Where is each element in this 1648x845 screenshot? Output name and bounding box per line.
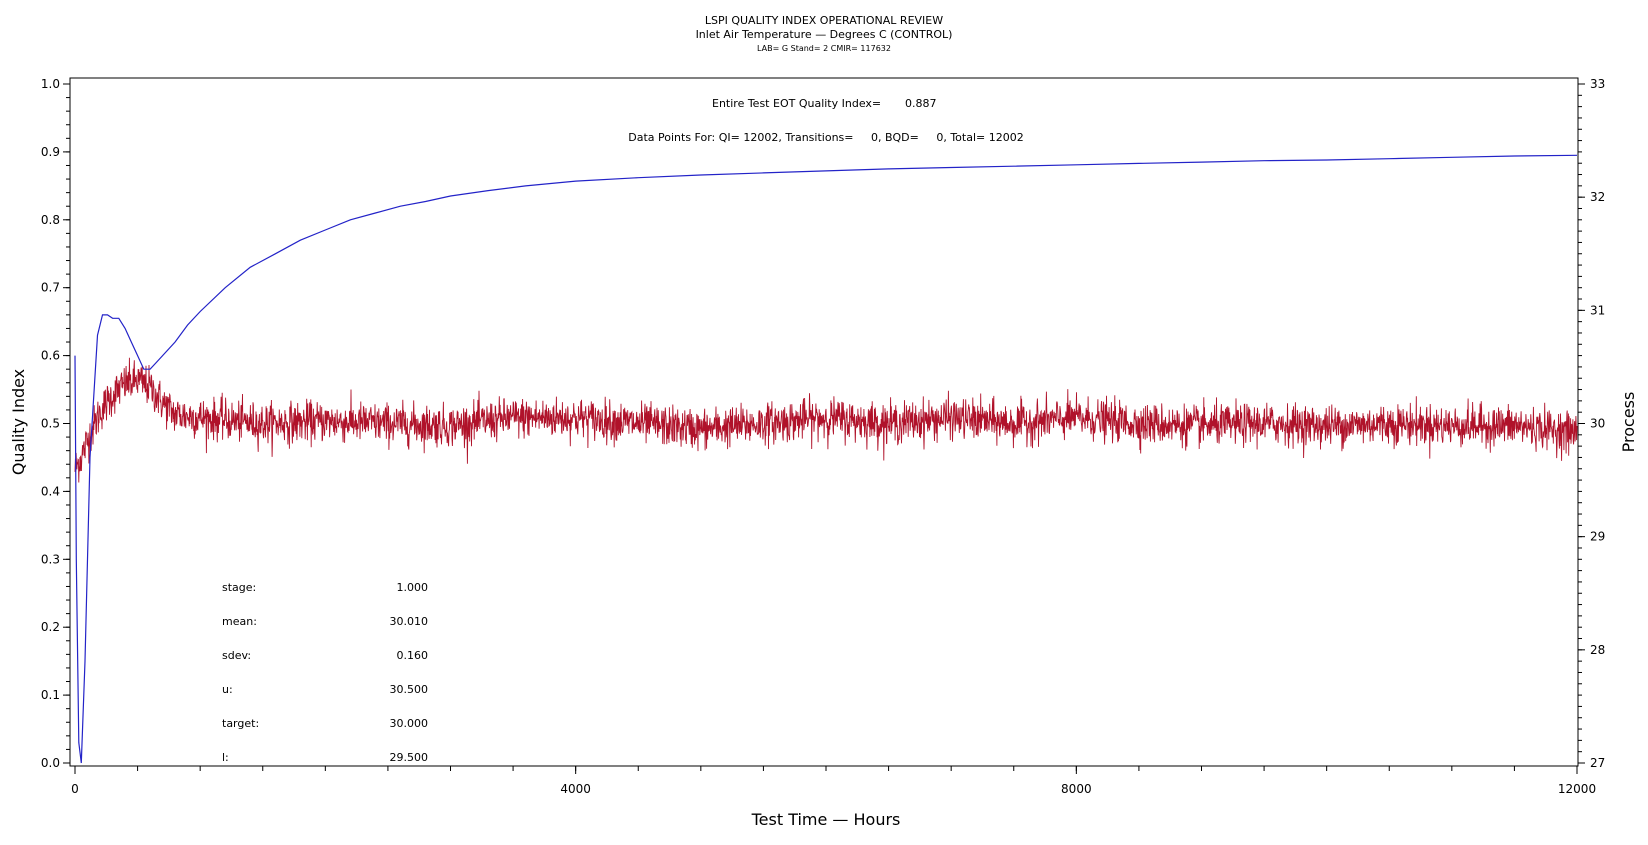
x-axis-ticks: 0 4000 8000 12000 xyxy=(71,766,1596,796)
stat-value: 30.000 xyxy=(390,717,429,730)
y-axis-label-left: Quality Index xyxy=(9,369,28,475)
eot-value: 0.887 xyxy=(905,97,937,110)
stat-label: u: xyxy=(222,683,233,696)
right-tick-label: 27 xyxy=(1590,756,1605,770)
stat-value: 30.010 xyxy=(390,615,429,628)
left-tick-label: 0.3 xyxy=(41,552,60,566)
right-tick-label: 29 xyxy=(1590,530,1605,544)
left-tick-label: 0.9 xyxy=(41,145,60,159)
datapoints-annotation: Data Points For: QI= 12002, Transitions=… xyxy=(628,131,1023,144)
left-tick-label: 0.0 xyxy=(41,756,60,770)
stat-label: l: xyxy=(222,751,229,764)
x-tick-label: 12000 xyxy=(1558,782,1596,796)
stat-value: 0.160 xyxy=(397,649,429,662)
process-line xyxy=(74,357,1578,483)
quality-index-series xyxy=(74,154,1578,764)
left-tick-label: 0.2 xyxy=(41,620,60,634)
right-tick-label: 33 xyxy=(1590,77,1605,91)
left-tick-label: 1.0 xyxy=(41,77,60,91)
chart-title: LSPI QUALITY INDEX OPERATIONAL REVIEW xyxy=(705,14,943,27)
right-axis-ticks: 27 28 29 30 31 32 33 xyxy=(1578,77,1605,770)
left-tick-label: 0.5 xyxy=(41,417,60,431)
quality-index-line xyxy=(74,154,1578,764)
stat-label: sdev: xyxy=(222,649,251,662)
stat-label: mean: xyxy=(222,615,257,628)
stat-value: 30.500 xyxy=(390,683,429,696)
stat-label: target: xyxy=(222,717,259,730)
plot-frame xyxy=(69,77,1579,767)
stat-value: 1.000 xyxy=(397,581,429,594)
y-axis-label-right: Process xyxy=(1619,392,1638,453)
left-tick-label: 0.7 xyxy=(41,281,60,295)
right-tick-label: 28 xyxy=(1590,643,1605,657)
chart-subtitle: Inlet Air Temperature — Degrees C (CONTR… xyxy=(696,28,953,41)
right-tick-label: 32 xyxy=(1590,190,1605,204)
chart-sub-subtitle: LAB= G Stand= 2 CMIR= 117632 xyxy=(757,44,891,53)
left-tick-label: 0.1 xyxy=(41,688,60,702)
eot-label: Entire Test EOT Quality Index= xyxy=(712,97,881,110)
x-axis-label: Test Time — Hours xyxy=(751,810,901,829)
x-tick-label: 4000 xyxy=(560,782,591,796)
right-tick-label: 30 xyxy=(1590,417,1605,431)
stat-label: stage: xyxy=(222,581,256,594)
stat-value: 29.500 xyxy=(390,751,429,764)
left-tick-label: 0.8 xyxy=(41,213,60,227)
x-tick-label: 8000 xyxy=(1061,782,1092,796)
left-tick-label: 0.4 xyxy=(41,484,60,498)
stats-block: stage: 1.000 mean: 30.010 sdev: 0.160 u: 30.500… xyxy=(222,581,428,764)
x-tick-label: 0 xyxy=(71,782,79,796)
right-tick-label: 31 xyxy=(1590,303,1605,317)
left-axis-ticks: 0.0 0.1 0.2 0.3 0.4 0.5 0.6 0.7 0.8 0.9 1.0 xyxy=(41,77,70,770)
left-tick-label: 0.6 xyxy=(41,349,60,363)
process-series xyxy=(74,357,1578,483)
